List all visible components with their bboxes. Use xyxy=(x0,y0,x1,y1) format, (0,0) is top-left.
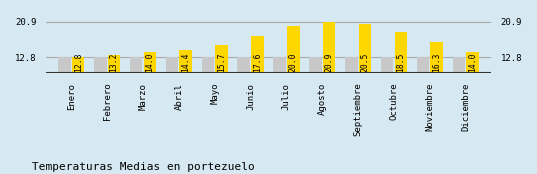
Bar xyxy=(309,57,322,73)
Bar xyxy=(430,42,443,73)
Text: Temperaturas Medias en portezuelo: Temperaturas Medias en portezuelo xyxy=(32,162,255,172)
Bar xyxy=(108,56,120,73)
Bar xyxy=(395,32,407,73)
Bar xyxy=(166,57,178,73)
Bar xyxy=(251,36,264,73)
Bar xyxy=(179,50,192,73)
Bar xyxy=(201,57,214,73)
Bar xyxy=(381,57,394,73)
Bar xyxy=(453,57,465,73)
Bar xyxy=(345,57,358,73)
Text: 13.2: 13.2 xyxy=(110,53,119,72)
Text: 16.3: 16.3 xyxy=(432,53,441,72)
Bar xyxy=(72,57,84,73)
Text: 14.0: 14.0 xyxy=(468,53,477,72)
Bar xyxy=(237,57,250,73)
Bar xyxy=(130,57,142,73)
Bar xyxy=(466,52,479,73)
Bar xyxy=(58,57,71,73)
Bar xyxy=(417,57,429,73)
Bar xyxy=(94,57,107,73)
Text: 15.7: 15.7 xyxy=(217,53,226,72)
Bar xyxy=(323,22,336,73)
Text: 14.0: 14.0 xyxy=(146,53,154,72)
Bar xyxy=(287,26,300,73)
Text: 14.4: 14.4 xyxy=(181,53,190,72)
Bar xyxy=(143,52,156,73)
Text: 12.8: 12.8 xyxy=(74,53,83,72)
Bar xyxy=(359,24,371,73)
Text: 20.5: 20.5 xyxy=(360,53,369,72)
Text: 20.9: 20.9 xyxy=(324,53,333,72)
Text: 17.6: 17.6 xyxy=(253,53,262,72)
Bar xyxy=(273,57,286,73)
Text: 20.0: 20.0 xyxy=(289,53,297,72)
Bar xyxy=(215,45,228,73)
Text: 18.5: 18.5 xyxy=(396,53,405,72)
